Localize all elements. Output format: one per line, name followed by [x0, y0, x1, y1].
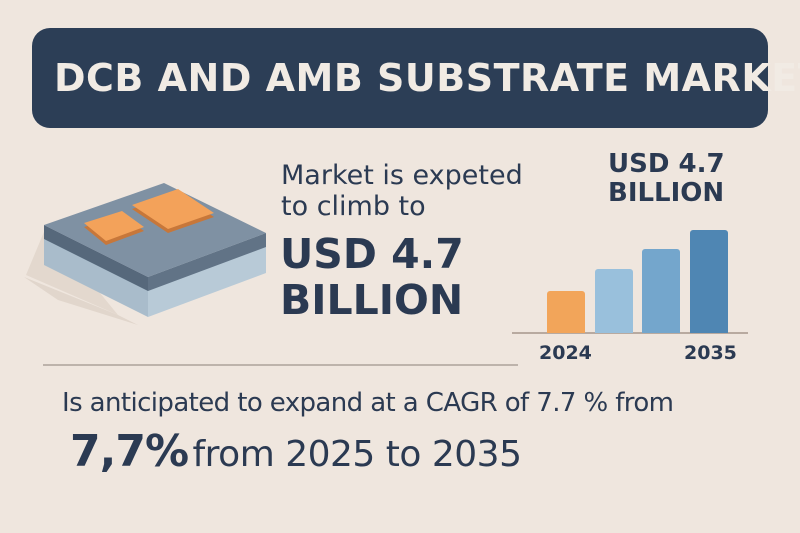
bar-1 [547, 291, 585, 333]
cagr-period: from 2025 to 2035 [192, 434, 522, 475]
section-divider [43, 364, 518, 366]
page-title: DCB AND AMB SUBSTRATE MARKET [54, 56, 800, 100]
lead-line-1: Market is expeted [281, 160, 523, 191]
tick-label-last: 2035 [684, 342, 737, 364]
value-line-2: BILLION [280, 276, 464, 324]
bar-3 [642, 249, 680, 333]
tick-label-first: 2024 [539, 342, 592, 364]
chart-annotation-line-2: BILLION [608, 178, 725, 208]
projected-value: USD 4.7 BILLION [280, 231, 464, 323]
value-line-1: USD 4.7 [280, 230, 464, 278]
chart-annotation-line-1: USD 4.7 [608, 149, 725, 179]
bar-chart: 2024 2035 [512, 215, 752, 375]
cagr-value: 7,7% [70, 426, 189, 477]
cagr-sentence: Is anticipated to expand at a CAGR of 7.… [62, 388, 674, 418]
projection-lead-text: Market is expeted to climb to [281, 160, 523, 222]
substrate-chip-icon [18, 165, 278, 325]
title-banner: DCB AND AMB SUBSTRATE MARKET [32, 28, 800, 128]
lead-line-2: to climb to [281, 191, 426, 222]
chart-annotation: USD 4.7 BILLION [608, 150, 725, 208]
bar-2 [595, 269, 633, 333]
chart-baseline [512, 332, 748, 334]
cagr-highlight: 7,7% from 2025 to 2035 [70, 426, 522, 477]
bar-4 [690, 230, 728, 333]
